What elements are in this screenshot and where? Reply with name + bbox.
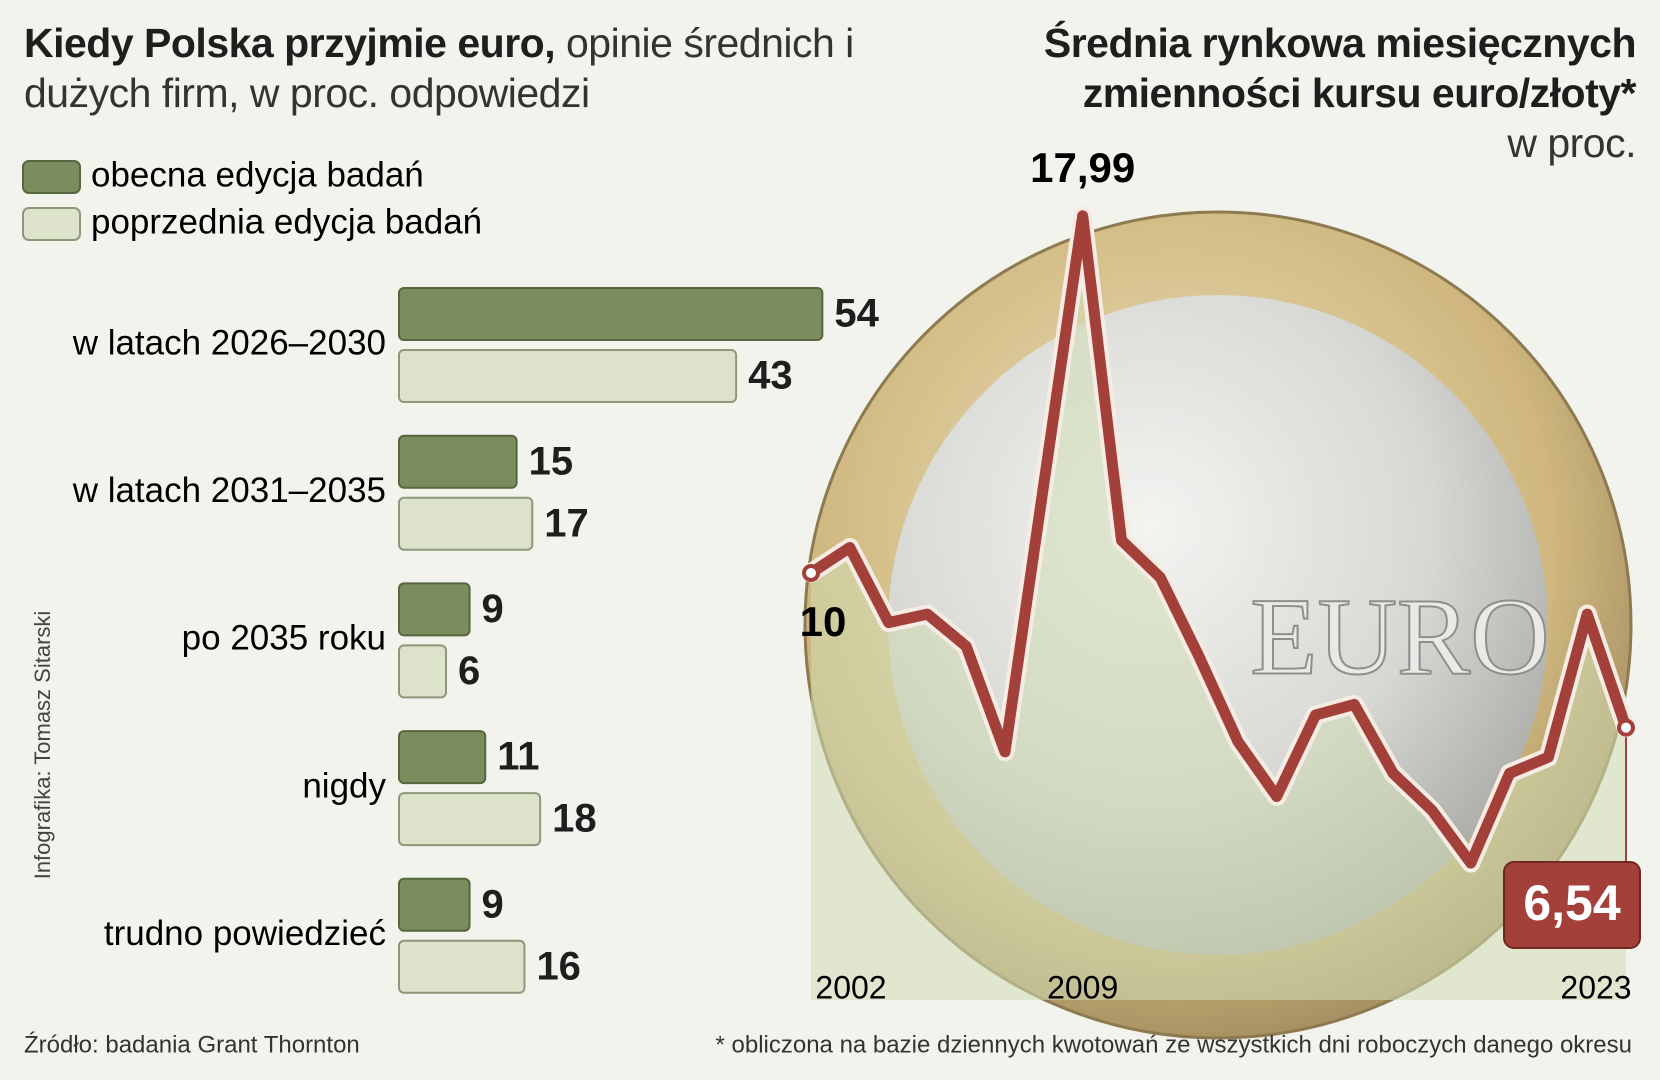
legend-label: obecna edycja badań — [91, 155, 424, 194]
end-point — [802, 564, 820, 582]
bar — [398, 582, 471, 637]
category-label: trudno powiedzieć — [104, 914, 386, 953]
credit: Infografika: Tomasz Sitarski — [30, 611, 55, 880]
bar — [398, 939, 526, 994]
line-title: Średnia rynkowa miesięcznych zmienności … — [976, 18, 1637, 168]
footnote: * obliczona na bazie dziennych kwotowań … — [715, 1031, 1632, 1058]
x-tick-label: 2023 — [1560, 969, 1631, 1005]
bar — [398, 792, 542, 847]
subtitle: opinie średnich i dużych firm, w proc. o… — [24, 20, 854, 116]
x-tick-label: 2009 — [1047, 969, 1118, 1005]
category-label: w latach 2031–2035 — [72, 471, 386, 510]
value-label: 17,99 — [1030, 144, 1135, 191]
end-point — [1617, 718, 1635, 737]
coin-text: EURO — [1250, 575, 1549, 697]
value-label: 6 — [458, 649, 480, 693]
bar — [398, 287, 824, 341]
value-label: 9 — [482, 882, 504, 926]
line — [805, 210, 1632, 869]
value-label: 17 — [544, 501, 589, 545]
title: Kiedy Polska przyjmie euro, — [24, 20, 556, 66]
source: Źródło: badania Grant Thornton — [24, 1031, 360, 1058]
category-label: nigdy — [302, 766, 386, 805]
value-label: 6,54 — [1523, 875, 1621, 931]
value-label: 16 — [536, 944, 581, 988]
coin-edge — [803, 210, 1633, 1040]
category-label: po 2035 roku — [182, 619, 386, 658]
bar-title: Kiedy Polska przyjmie euro, opinie średn… — [24, 18, 924, 118]
bar — [398, 644, 448, 699]
bar — [398, 877, 471, 932]
subtitle: w proc. — [1507, 120, 1636, 166]
legend-label: poprzednia edycja badań — [91, 202, 482, 241]
value-label: 43 — [748, 354, 793, 398]
bar — [398, 349, 738, 403]
value-label: 10 — [800, 598, 847, 645]
bar — [398, 496, 534, 551]
bar — [398, 730, 487, 785]
legend-swatch — [22, 160, 81, 194]
category-label: w latach 2026–2030 — [72, 323, 386, 362]
value-label: 11 — [497, 735, 539, 779]
legend-swatch — [22, 207, 81, 241]
value-label: 18 — [552, 797, 597, 841]
value-label: 54 — [834, 292, 879, 336]
label-box — [1503, 861, 1641, 949]
title: Średnia rynkowa miesięcznych zmienności … — [1043, 20, 1637, 116]
bar — [398, 434, 518, 489]
value-label: 15 — [529, 439, 574, 483]
x-tick-label: 2002 — [815, 969, 886, 1005]
value-label: 9 — [482, 587, 504, 631]
